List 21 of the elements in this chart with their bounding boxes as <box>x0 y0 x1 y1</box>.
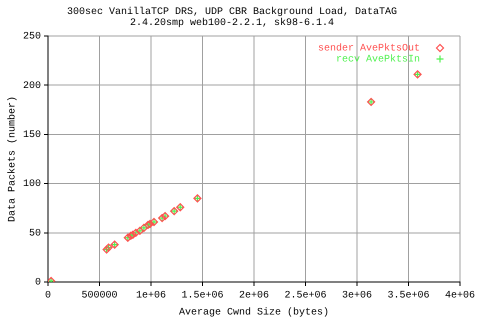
x-tick-label: 500000 <box>81 290 118 302</box>
chart-title: 300sec VanillaTCP DRS, UDP CBR Background Load, DataTAG <box>66 6 398 18</box>
y-tick-label: 0 <box>34 278 42 289</box>
chart-subtitle: 2.4.20smp web100-2.2.1, sk98-6.1.4 <box>130 17 334 30</box>
x-tick-label: 3.5e+06 <box>387 290 430 302</box>
y-tick-label: 150 <box>22 130 42 142</box>
x-tick-label: 3e+06 <box>342 290 372 302</box>
legend-label: sender AvePktsOut <box>318 42 420 55</box>
y-axis-title: Data Packets (number) <box>6 96 19 222</box>
x-tick-label: 4e+06 <box>444 290 476 302</box>
y-tick-label: 100 <box>22 179 42 190</box>
x-tick-label: 2e+06 <box>238 290 270 302</box>
x-tick-label: 1e+06 <box>136 290 166 302</box>
x-tick-label: 1.5e+06 <box>181 290 224 302</box>
y-tick-label: 50 <box>28 228 42 240</box>
x-tick-label: 2.5e+06 <box>284 290 327 302</box>
y-tick-label: 200 <box>22 80 42 92</box>
y-tick-label: 250 <box>22 32 42 43</box>
x-tick-label: 0 <box>44 290 52 302</box>
x-axis-title: Average Cwnd Size (bytes) <box>178 306 330 319</box>
legend-label: recv AvePktsIn <box>336 54 420 66</box>
